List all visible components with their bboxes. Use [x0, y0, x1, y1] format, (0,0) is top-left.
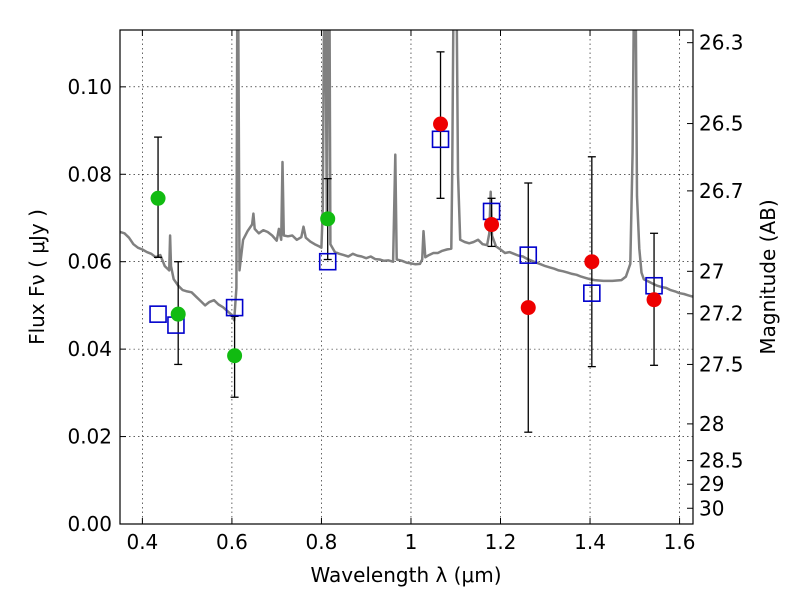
x-axis-label: Wavelength λ (μm) [310, 563, 501, 587]
model-square-point [583, 284, 601, 302]
mag-tick-label: 28 [699, 412, 724, 436]
y-tick-label: 0.08 [67, 162, 112, 186]
y-tick-label: 0.00 [67, 512, 112, 536]
y-tick-label: 0.04 [67, 337, 112, 361]
mag-tick-label: 29 [699, 472, 724, 496]
x-tick-label: 0.6 [216, 530, 248, 554]
y2-axis-label: Magnitude (AB) [756, 199, 780, 354]
model-square-point [318, 252, 337, 271]
x-tick-label: 1.2 [485, 530, 517, 554]
mag-tick-label: 26.3 [699, 31, 744, 55]
x-tick-label: 1.6 [664, 530, 696, 554]
observed-point [150, 190, 166, 206]
spectrum-layer [120, 30, 693, 322]
observed-point [227, 348, 243, 364]
mag-tick-label: 26.5 [699, 112, 744, 136]
y-tick-label: 0.02 [67, 425, 112, 449]
mag-tick-label: 30 [699, 496, 724, 520]
y-tick-label: 0.10 [67, 75, 112, 99]
x-tick-label: 0.8 [306, 530, 338, 554]
mag-tick-label: 27 [699, 259, 724, 283]
observed-point [646, 292, 662, 308]
model-square-point [225, 298, 244, 317]
observed-point [320, 211, 336, 227]
model-spectrum-line [120, 30, 693, 322]
observed-point [170, 306, 186, 322]
y-axis-label: Flux Fν ( μJy ) [25, 209, 49, 345]
y-tick-label: 0.06 [67, 250, 112, 274]
mag-tick-label: 28.5 [699, 449, 744, 473]
data-marks [149, 51, 663, 433]
model-square-point [149, 305, 167, 323]
x-tick-label: 1 [405, 530, 418, 554]
mag-tick-label: 27.2 [699, 302, 744, 326]
observed-point [520, 300, 536, 316]
x-tick-label: 1.4 [574, 530, 606, 554]
plot-frame [119, 29, 694, 525]
mag-tick-label: 26.7 [699, 179, 744, 203]
observed-point [484, 217, 500, 233]
mag-tick-label: 27.5 [699, 352, 744, 376]
model-square-point [519, 246, 538, 264]
observed-point [584, 254, 600, 270]
x-tick-label: 0.4 [126, 530, 158, 554]
observed-point [433, 116, 449, 132]
grid [120, 30, 693, 525]
axis-ticks: 0.4 0.6 0.8 1 1.2 1.4 1.6 0.00 0.02 0.04 0.06 0.08 0… [67, 30, 744, 554]
